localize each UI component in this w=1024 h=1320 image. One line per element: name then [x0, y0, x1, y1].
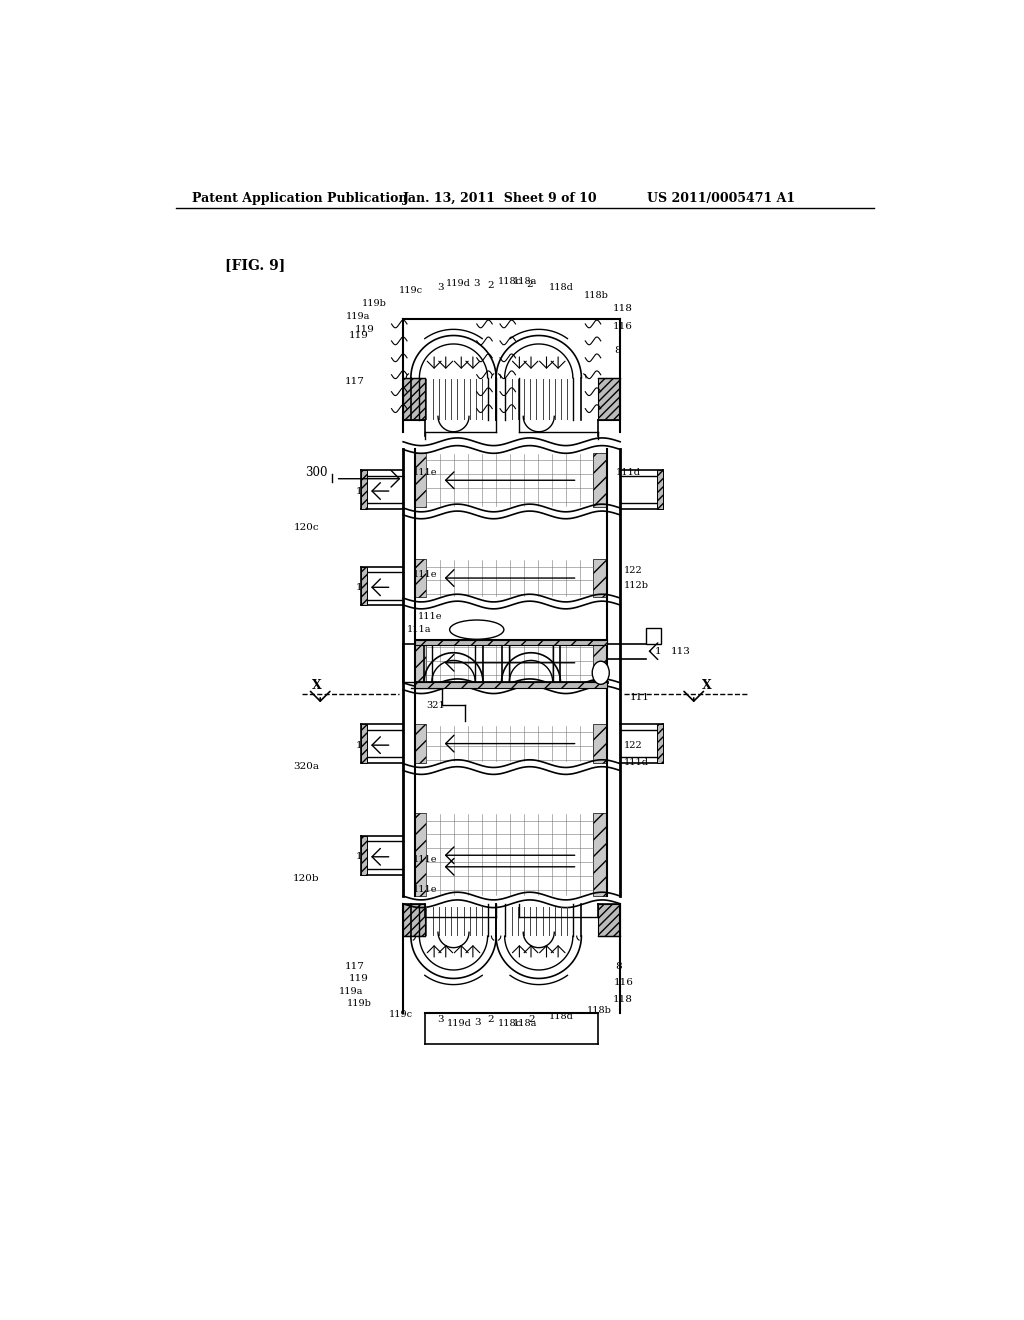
Bar — [403, 378, 425, 420]
Text: 2: 2 — [526, 280, 532, 289]
Bar — [593, 640, 607, 682]
Text: 118c: 118c — [498, 277, 522, 286]
Bar — [360, 836, 367, 875]
Text: 119c: 119c — [389, 1010, 414, 1019]
Bar — [360, 566, 367, 605]
Text: 119b: 119b — [361, 298, 387, 308]
Text: 119c: 119c — [399, 286, 423, 296]
Text: 3: 3 — [437, 284, 443, 292]
Text: 118a: 118a — [512, 277, 537, 286]
Text: Jan. 13, 2011  Sheet 9 of 10: Jan. 13, 2011 Sheet 9 of 10 — [403, 191, 598, 205]
Text: 2: 2 — [487, 281, 495, 290]
Text: 119b: 119b — [347, 999, 372, 1008]
Text: 120c: 120c — [294, 524, 319, 532]
Text: 113: 113 — [671, 647, 690, 656]
Text: X: X — [311, 680, 322, 693]
Text: 111e: 111e — [413, 886, 437, 895]
Text: 120b: 120b — [293, 874, 319, 883]
Text: 116: 116 — [613, 322, 633, 331]
Text: 118: 118 — [612, 995, 632, 1003]
Text: 321: 321 — [426, 701, 445, 710]
Bar — [415, 453, 426, 507]
Bar — [415, 558, 426, 598]
Text: 1: 1 — [356, 487, 362, 495]
Bar — [656, 725, 663, 763]
Text: 118a: 118a — [512, 1019, 537, 1028]
Text: 119: 119 — [354, 325, 375, 334]
Text: 118: 118 — [612, 304, 632, 313]
Text: 2: 2 — [528, 1015, 535, 1024]
Text: 119a: 119a — [346, 312, 371, 321]
Ellipse shape — [592, 661, 609, 684]
Text: 1: 1 — [356, 853, 362, 861]
Text: US 2011/0005471 A1: US 2011/0005471 A1 — [647, 191, 796, 205]
Text: [FIG. 9]: [FIG. 9] — [225, 257, 285, 272]
Text: 118d: 118d — [549, 1012, 573, 1022]
Text: 300: 300 — [305, 466, 328, 479]
Text: 122: 122 — [624, 741, 643, 750]
Bar — [415, 682, 607, 688]
Text: 8: 8 — [615, 962, 623, 972]
Bar — [360, 470, 367, 508]
Bar — [415, 640, 607, 645]
Text: 111e: 111e — [413, 469, 437, 477]
Bar — [415, 813, 426, 896]
Bar — [593, 558, 607, 598]
Text: 111e: 111e — [418, 612, 442, 620]
Text: 3: 3 — [474, 279, 480, 288]
Text: X: X — [701, 680, 712, 693]
Bar — [403, 904, 425, 936]
Text: 112b: 112b — [624, 581, 649, 590]
Text: 119d: 119d — [447, 1019, 472, 1027]
Text: 119a: 119a — [339, 987, 364, 997]
Ellipse shape — [450, 620, 504, 639]
Text: 111e: 111e — [413, 570, 437, 578]
Text: 3: 3 — [474, 1018, 481, 1027]
Bar — [415, 725, 426, 763]
Bar — [646, 628, 662, 644]
Bar — [593, 813, 607, 896]
Text: 320a: 320a — [294, 762, 319, 771]
Text: 116: 116 — [614, 978, 634, 987]
Text: 2: 2 — [486, 1015, 494, 1024]
Bar — [415, 640, 426, 682]
Text: 117: 117 — [345, 962, 366, 972]
Text: 122: 122 — [624, 566, 643, 574]
Text: 119: 119 — [348, 974, 369, 983]
Bar — [598, 378, 621, 420]
Text: 118c: 118c — [498, 1019, 522, 1028]
Text: 111a: 111a — [407, 626, 431, 634]
Text: 111: 111 — [630, 693, 650, 702]
Text: 3: 3 — [437, 1015, 443, 1024]
Text: 118d: 118d — [549, 284, 573, 292]
Text: 119: 119 — [348, 331, 369, 341]
Text: Patent Application Publication: Patent Application Publication — [191, 191, 408, 205]
Text: 111d: 111d — [624, 759, 649, 767]
Text: 1: 1 — [356, 741, 362, 750]
Text: 111e: 111e — [413, 854, 437, 863]
Text: 118b: 118b — [584, 290, 608, 300]
Text: 118b: 118b — [587, 1006, 611, 1015]
Bar — [593, 453, 607, 507]
Bar — [656, 470, 663, 508]
Bar — [593, 725, 607, 763]
Bar — [360, 725, 367, 763]
Text: 117: 117 — [345, 378, 366, 387]
Bar — [598, 904, 621, 936]
Text: 8: 8 — [614, 346, 622, 355]
Text: 119d: 119d — [445, 279, 471, 288]
Text: 1: 1 — [655, 647, 662, 656]
Text: 111d: 111d — [616, 469, 641, 477]
Text: 1: 1 — [356, 583, 362, 591]
